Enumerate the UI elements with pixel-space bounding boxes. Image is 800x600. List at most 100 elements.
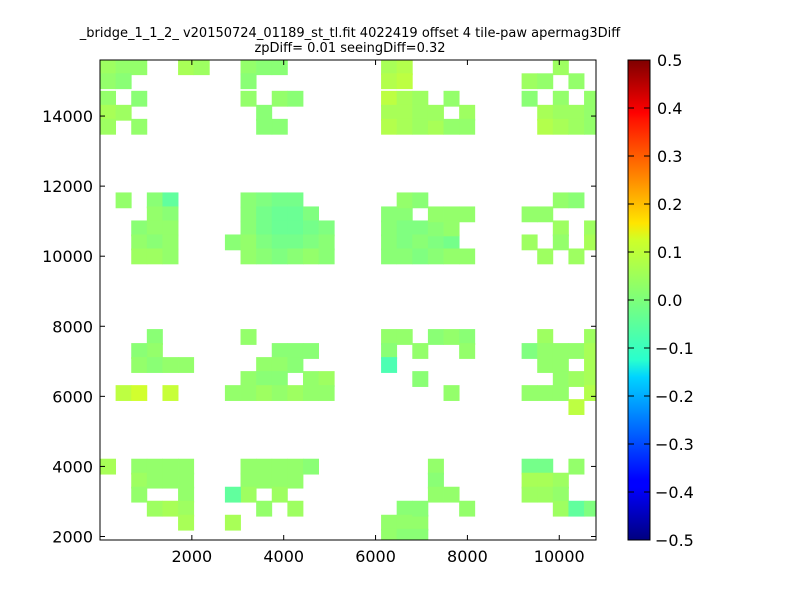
heatmap-cell [162,357,179,373]
heatmap-cell [584,371,596,387]
heatmap-cell [271,118,288,135]
heatmap-cell [552,357,569,373]
heatmap-cell [412,234,429,251]
heatmap-cell [537,385,554,401]
heatmap-cell [178,514,195,531]
y-tick-label: 10000 [42,247,93,266]
heatmap-cell [256,472,273,489]
heatmap-cell [271,371,288,387]
heatmap-cell [256,458,273,475]
heatmap-cell [427,486,444,503]
heatmap-cell [256,220,273,237]
heatmap-cell [552,385,569,401]
colorbar-tick-label: 0.5 [657,51,682,70]
heatmap-cell [178,357,195,373]
x-tick-label: 2000 [171,547,212,566]
heatmap-cell [240,329,257,345]
heatmap-cell [131,357,148,373]
heatmap-cell [537,206,554,223]
heatmap-cell [443,220,460,237]
heatmap-cell [396,73,413,90]
heatmap-cell [131,343,148,359]
heatmap-cell [287,206,304,223]
heatmap-cell [240,60,257,76]
heatmap-cell [162,234,179,251]
heatmap-cell [396,528,413,540]
heatmap-cell [584,385,596,401]
heatmap-cell [381,514,398,531]
heatmap-cell [162,500,179,517]
heatmap-cell [162,248,179,265]
heatmap-cell [521,73,538,90]
heatmap-cell [568,118,585,135]
heatmap-cell [302,220,319,237]
heatmap-cell [302,234,319,251]
heatmap-cell [100,60,117,76]
chart-title-line2: zpDiff= 0.01 seeingDiff=0.32 [254,41,445,56]
heatmap-cell [412,90,429,107]
heatmap-cell [115,104,132,121]
heatmap-cell [271,486,288,503]
heatmap-cell [146,329,163,345]
x-tick-label: 6000 [355,547,396,566]
heatmap-cell [318,371,335,387]
heatmap-cell [162,385,179,401]
heatmap-cell [412,248,429,265]
heatmap-cell [146,206,163,223]
heatmap-cell [521,385,538,401]
heatmap-cell [115,385,132,401]
heatmap-cell [146,234,163,251]
heatmap-cell [381,357,398,373]
heatmap-cell [256,206,273,223]
heatmap-cell [146,220,163,237]
heatmap-cell [427,118,444,135]
y-tick-label: 12000 [42,177,93,196]
colorbar-tick-label: 0.3 [657,147,682,166]
heatmap-cell [552,234,569,251]
heatmap-cell [568,458,585,475]
heatmap-cell [256,385,273,401]
heatmap-cell [271,220,288,237]
heatmap-cell [240,192,257,209]
heatmap-cell [537,486,554,503]
heatmap-cell [459,500,476,517]
heatmap-cell [568,371,585,387]
heatmap-cell [256,248,273,265]
heatmap-cell [552,118,569,135]
heatmap-cell [568,192,585,209]
heatmap-cell [178,60,195,76]
heatmap-cell [427,472,444,489]
heatmap-cell [240,248,257,265]
heatmap-cell [146,472,163,489]
heatmap-cell [287,472,304,489]
heatmap-cell [178,458,195,475]
heatmap-cell [537,458,554,475]
heatmap-cell [271,472,288,489]
heatmap-cell [521,486,538,503]
colorbar-tick-label: 0.2 [657,195,682,214]
colorbar-tick-label: −0.5 [655,531,694,550]
heatmap-cell [396,192,413,209]
heatmap-cell [302,371,319,387]
heatmap-cell [537,73,554,90]
heatmap-cell [256,371,273,387]
colorbar-tick-label: −0.4 [655,483,694,502]
heatmap-cell [224,486,241,503]
heatmap-cell [271,192,288,209]
heatmap-cell [584,104,596,121]
heatmap-cell [396,500,413,517]
heatmap-cell [412,500,429,517]
heatmap-cell [443,206,460,223]
heatmap-cell [412,343,429,359]
heatmap-cell [256,118,273,135]
heatmap-cell [287,192,304,209]
heatmap-cell [131,60,148,76]
colorbar-tick-label: −0.2 [655,387,694,406]
heatmap-cell [162,192,179,209]
heatmap-cell [131,90,148,107]
colorbar-tick-label: −0.3 [655,435,694,454]
heatmap-cell [256,500,273,517]
heatmap-cell [521,458,538,475]
heatmap-cell [131,220,148,237]
